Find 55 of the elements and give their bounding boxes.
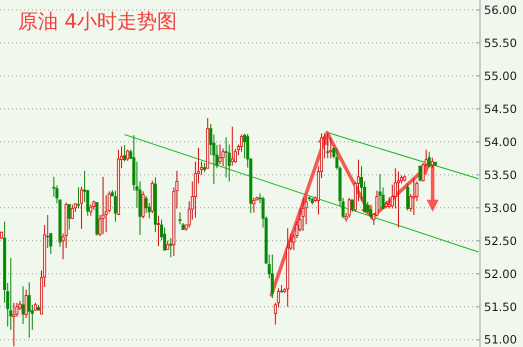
y-tick-label: 52.00 xyxy=(484,266,517,281)
candlestick xyxy=(230,126,234,166)
candlestick xyxy=(396,171,400,228)
candlestick xyxy=(326,132,330,159)
candlestick xyxy=(49,233,52,254)
candlestick xyxy=(142,190,145,219)
candlestick xyxy=(276,288,280,308)
y-tick-label: 53.00 xyxy=(484,200,517,215)
candlestick xyxy=(22,286,25,324)
y-tick-label: 55.50 xyxy=(484,36,517,50)
candlestick xyxy=(114,190,117,222)
candlestick xyxy=(329,137,332,159)
candlestick xyxy=(126,149,130,162)
candlestick xyxy=(12,302,16,347)
candlestick xyxy=(240,134,244,152)
candlestick xyxy=(406,182,410,211)
y-tick-label: 52.50 xyxy=(484,234,517,248)
y-tick-label: 53.50 xyxy=(484,168,517,182)
candlestick xyxy=(89,204,92,216)
candlestick xyxy=(156,215,160,247)
candlestick xyxy=(24,289,28,318)
candlestick xyxy=(70,204,74,220)
candlestick xyxy=(169,238,172,258)
candlestick xyxy=(224,136,228,178)
candlestick xyxy=(222,148,225,167)
candlestick xyxy=(412,178,416,216)
candlestick xyxy=(378,174,382,208)
y-tick-label: 51.00 xyxy=(484,332,517,347)
y-tick-label: 51.50 xyxy=(484,300,517,314)
candlestick xyxy=(76,186,80,209)
candlestick xyxy=(203,162,206,173)
candlestick xyxy=(160,219,164,241)
candlestick xyxy=(68,204,71,230)
candlestick xyxy=(262,196,265,228)
candlestick xyxy=(28,282,31,338)
y-tick-label: 55.00 xyxy=(484,68,517,83)
candlestick xyxy=(270,254,274,299)
candlestick xyxy=(360,166,364,202)
candlestick xyxy=(80,186,84,230)
candlestick xyxy=(178,212,182,225)
candlestick xyxy=(123,144,126,162)
candlestick xyxy=(302,197,305,232)
candlestick xyxy=(102,176,105,235)
candlestick xyxy=(9,257,12,330)
y-tick-label: 54.50 xyxy=(484,102,517,116)
candlestick xyxy=(428,151,431,168)
candlestick xyxy=(246,133,250,168)
candlestick xyxy=(348,197,351,218)
candlestick xyxy=(218,144,222,165)
y-tick-label: 54.00 xyxy=(484,134,517,149)
candlestick xyxy=(252,197,256,213)
candlestick xyxy=(46,214,50,249)
candlestick xyxy=(120,146,124,169)
y-tick-label: 56.00 xyxy=(484,2,517,17)
title: 原油 4小时走势图 xyxy=(18,9,178,33)
